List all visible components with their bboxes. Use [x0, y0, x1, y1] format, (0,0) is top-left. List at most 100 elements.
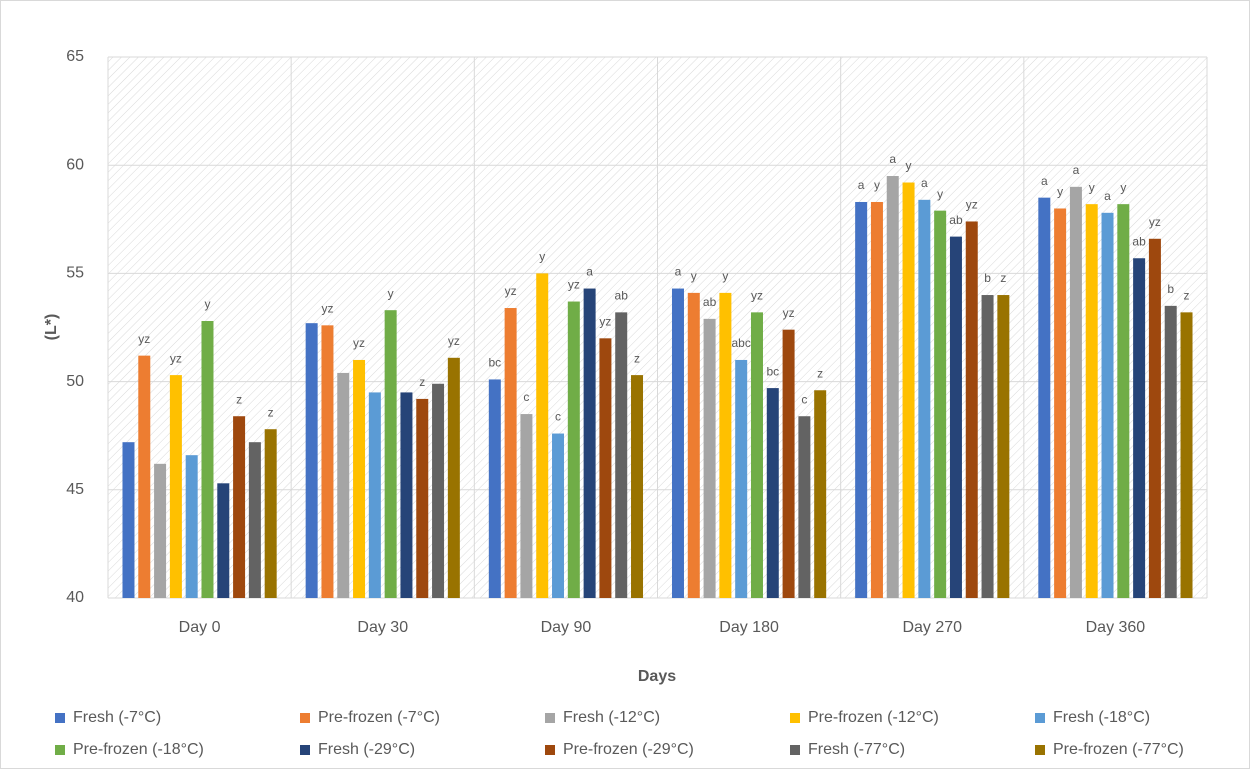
- bar: [902, 182, 915, 598]
- bar: [997, 295, 1010, 598]
- bar: [949, 236, 962, 598]
- bar: [1180, 312, 1193, 598]
- legend-swatch: [790, 713, 800, 723]
- legend-label: Pre-frozen (-7°C): [318, 709, 440, 726]
- significance-letter: a: [1104, 189, 1111, 203]
- bar: [1085, 204, 1098, 599]
- legend-label: Pre-frozen (-29°C): [563, 741, 694, 758]
- bar: [321, 325, 334, 598]
- bar: [1069, 186, 1082, 598]
- bar: [536, 273, 549, 598]
- significance-letter: b: [984, 271, 991, 285]
- y-tick-label: 50: [66, 373, 84, 390]
- bar: [368, 392, 381, 598]
- bar: [504, 308, 517, 598]
- bar: [735, 359, 748, 598]
- bar: [488, 379, 501, 598]
- significance-letter: bc: [766, 364, 779, 378]
- bar: [583, 288, 596, 598]
- legend-swatch: [300, 745, 310, 755]
- bar: [169, 375, 182, 598]
- bar: [416, 398, 429, 598]
- bar: [552, 433, 565, 598]
- bar: [353, 359, 366, 598]
- legend-swatch: [55, 745, 65, 755]
- bar: [1148, 238, 1161, 598]
- significance-letter: z: [1184, 289, 1190, 303]
- legend-swatch: [55, 713, 65, 723]
- significance-letter: c: [801, 392, 807, 406]
- bar: [918, 199, 931, 598]
- y-axis-title: (L*): [43, 314, 60, 341]
- bar: [185, 455, 198, 598]
- significance-letter: a: [921, 176, 928, 190]
- bar: [122, 442, 135, 598]
- significance-letter: z: [268, 405, 274, 419]
- bar: [337, 372, 350, 598]
- bar: [870, 201, 883, 598]
- significance-letter: yz: [170, 351, 182, 365]
- legend-swatch: [1035, 713, 1045, 723]
- bar: [599, 338, 612, 598]
- significance-letter: y: [691, 269, 697, 283]
- bar: [703, 318, 716, 598]
- bar: [432, 383, 445, 598]
- y-tick-label: 55: [66, 265, 84, 282]
- significance-letter: z: [236, 392, 242, 406]
- significance-letter: yz: [966, 198, 978, 212]
- bar: [855, 201, 868, 598]
- significance-letter: c: [523, 390, 529, 404]
- significance-letter: yz: [568, 278, 580, 292]
- significance-letter: ab: [1132, 234, 1146, 248]
- bar: [1117, 204, 1130, 599]
- significance-letter: ab: [949, 213, 963, 227]
- significance-letter: abc: [732, 336, 751, 350]
- bar: [798, 416, 811, 598]
- significance-letter: y: [937, 187, 943, 201]
- y-tick-label: 60: [66, 156, 84, 173]
- bar: [1133, 258, 1146, 598]
- significance-letter: yz: [1149, 215, 1161, 229]
- legend-swatch: [545, 713, 555, 723]
- bar: [719, 292, 732, 598]
- bar: [886, 176, 899, 598]
- legend-swatch: [300, 713, 310, 723]
- significance-letter: yz: [751, 289, 763, 303]
- bar: [1164, 305, 1177, 598]
- significance-letter: ab: [703, 295, 717, 309]
- legend-label: Pre-frozen (-77°C): [1053, 741, 1184, 758]
- legend-label: Fresh (-7°C): [73, 709, 161, 726]
- significance-letter: c: [555, 410, 561, 424]
- legend-label: Fresh (-18°C): [1053, 709, 1150, 726]
- x-tick-label: Day 270: [902, 619, 962, 636]
- legend-swatch: [790, 745, 800, 755]
- bar: [1038, 197, 1051, 598]
- bar: [233, 416, 246, 598]
- significance-letter: y: [874, 178, 880, 192]
- bar: [631, 375, 644, 598]
- bar: [447, 357, 460, 598]
- bar: [201, 321, 214, 598]
- significance-letter: y: [204, 297, 210, 311]
- bar: [305, 323, 318, 598]
- bar: [965, 221, 978, 599]
- bar: [384, 310, 397, 598]
- significance-letter: y: [1089, 180, 1095, 194]
- significance-letter: a: [858, 178, 865, 192]
- significance-letter: a: [675, 265, 682, 279]
- y-tick-label: 40: [66, 589, 84, 606]
- significance-letter: z: [419, 375, 425, 389]
- significance-letter: yz: [138, 332, 150, 346]
- bar: [766, 388, 779, 598]
- bar: [154, 463, 167, 598]
- significance-letter: y: [1120, 180, 1126, 194]
- x-tick-label: Day 90: [541, 619, 592, 636]
- bar: [934, 210, 947, 599]
- legend-label: Fresh (-29°C): [318, 741, 415, 758]
- significance-letter: z: [634, 351, 640, 365]
- significance-letter: y: [539, 250, 545, 264]
- bar: [248, 442, 261, 598]
- significance-letter: b: [1167, 282, 1174, 296]
- legend-label: Fresh (-77°C): [808, 741, 905, 758]
- legend-label: Pre-frozen (-12°C): [808, 709, 939, 726]
